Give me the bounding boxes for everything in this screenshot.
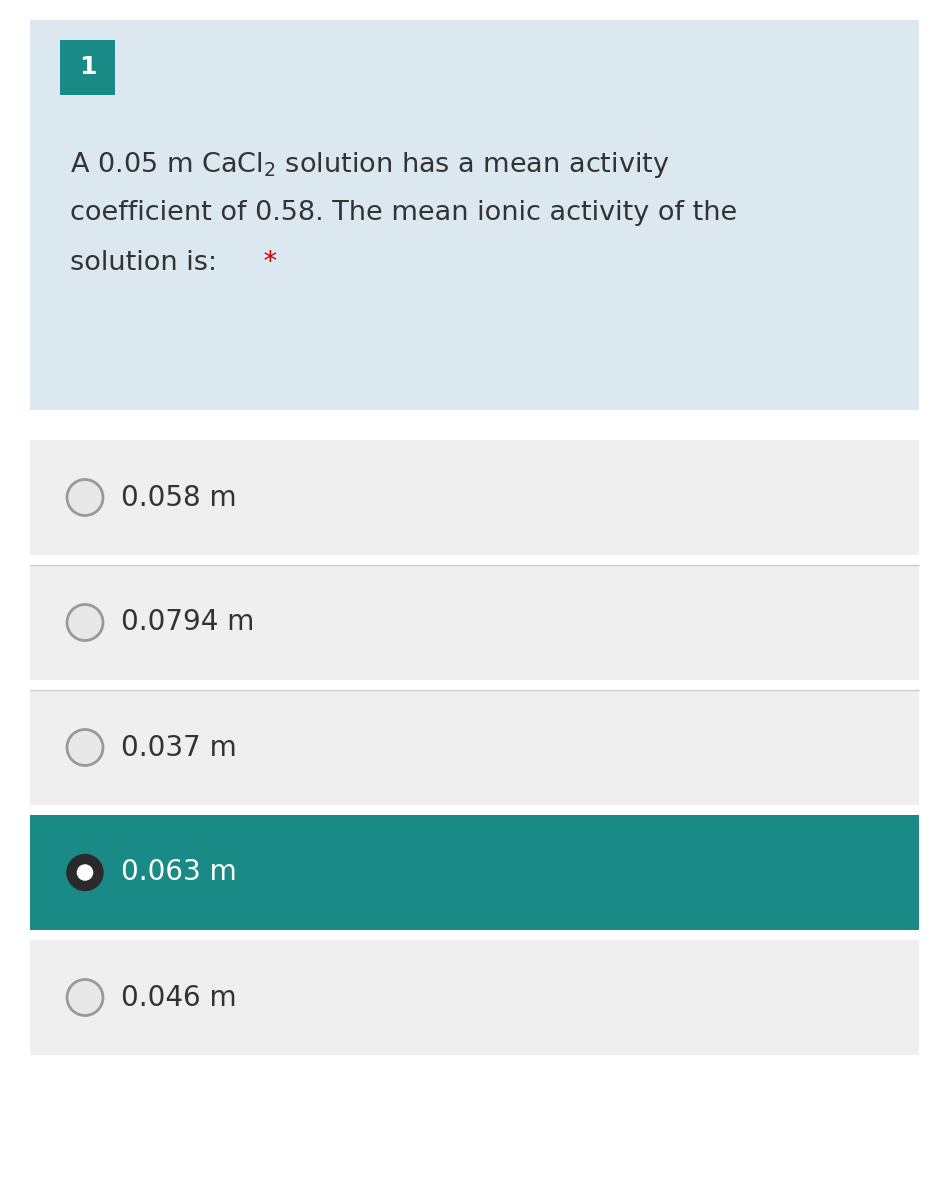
Text: solution is:: solution is: xyxy=(70,250,217,276)
Text: A 0.05 m CaCl$_2$ solution has a mean activity: A 0.05 m CaCl$_2$ solution has a mean ac… xyxy=(70,150,670,180)
Circle shape xyxy=(78,865,93,880)
FancyBboxPatch shape xyxy=(30,440,919,554)
FancyBboxPatch shape xyxy=(30,690,919,805)
FancyBboxPatch shape xyxy=(30,565,919,680)
Text: 0.046 m: 0.046 m xyxy=(121,984,236,1012)
Circle shape xyxy=(67,979,103,1015)
Text: coefficient of 0.58. The mean ionic activity of the: coefficient of 0.58. The mean ionic acti… xyxy=(70,200,737,226)
Text: 1: 1 xyxy=(79,55,96,79)
Text: 0.063 m: 0.063 m xyxy=(121,858,236,887)
Text: 0.037 m: 0.037 m xyxy=(121,733,236,762)
Circle shape xyxy=(67,854,103,890)
FancyBboxPatch shape xyxy=(30,815,919,930)
FancyBboxPatch shape xyxy=(60,40,115,95)
Circle shape xyxy=(67,480,103,516)
Text: *: * xyxy=(255,250,277,276)
Circle shape xyxy=(67,605,103,641)
Text: 0.0794 m: 0.0794 m xyxy=(121,608,254,636)
Text: 0.058 m: 0.058 m xyxy=(121,484,236,511)
Circle shape xyxy=(67,730,103,766)
FancyBboxPatch shape xyxy=(30,20,919,410)
FancyBboxPatch shape xyxy=(30,940,919,1055)
